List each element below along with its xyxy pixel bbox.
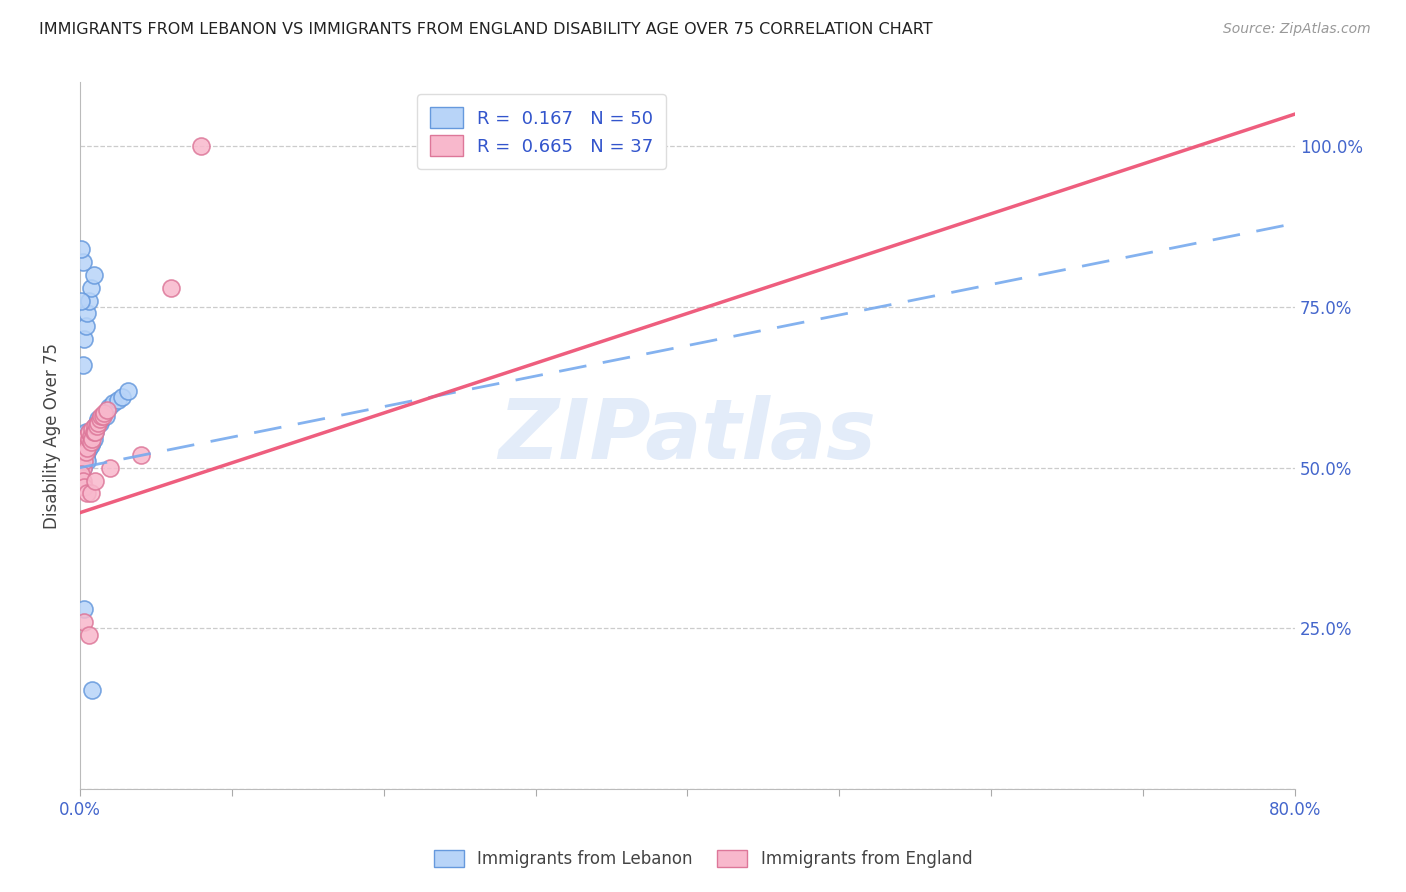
- Point: [70, 454, 93, 468]
- Point: [83, 422, 105, 436]
- Point: [72, 460, 94, 475]
- Y-axis label: Disability Age Over 75: Disability Age Over 75: [44, 343, 60, 529]
- Point: [90, 409, 112, 424]
- Point: [83, 432, 105, 446]
- Point: [70, 458, 93, 472]
- Point: [90, 412, 112, 426]
- Point: [84, 418, 107, 433]
- Point: [75, 319, 97, 334]
- Point: [80, 422, 103, 436]
- Point: [72, 474, 94, 488]
- Point: [75, 432, 97, 446]
- Point: [77, 425, 100, 440]
- Point: [94, 409, 117, 424]
- Point: [70, 242, 93, 256]
- Point: [98, 460, 121, 475]
- Point: [76, 435, 98, 450]
- Point: [73, 480, 96, 494]
- Point: [73, 602, 96, 616]
- Point: [84, 418, 107, 433]
- Point: [89, 412, 111, 426]
- Text: Source: ZipAtlas.com: Source: ZipAtlas.com: [1223, 22, 1371, 37]
- Point: [80, 682, 103, 697]
- Point: [79, 428, 101, 442]
- Point: [86, 416, 108, 430]
- Point: [76, 306, 98, 320]
- Legend: R =  0.167   N = 50, R =  0.665   N = 37: R = 0.167 N = 50, R = 0.665 N = 37: [418, 95, 666, 169]
- Point: [190, 139, 212, 153]
- Point: [76, 428, 98, 442]
- Point: [129, 448, 152, 462]
- Point: [86, 418, 108, 433]
- Point: [84, 425, 107, 440]
- Point: [79, 425, 101, 440]
- Point: [72, 448, 94, 462]
- Point: [89, 416, 111, 430]
- Text: ZIPatlas: ZIPatlas: [499, 395, 876, 476]
- Point: [73, 442, 96, 456]
- Point: [76, 454, 98, 468]
- Point: [83, 425, 105, 440]
- Point: [87, 416, 110, 430]
- Point: [87, 412, 110, 426]
- Point: [80, 428, 103, 442]
- Point: [79, 432, 101, 446]
- Point: [73, 432, 96, 446]
- Point: [72, 358, 94, 372]
- Point: [75, 444, 97, 458]
- Point: [77, 442, 100, 456]
- Point: [111, 390, 134, 404]
- Point: [91, 409, 114, 424]
- Point: [72, 255, 94, 269]
- Point: [72, 460, 94, 475]
- Point: [80, 435, 103, 450]
- Point: [80, 432, 103, 446]
- Point: [76, 442, 98, 456]
- Legend: Immigrants from Lebanon, Immigrants from England: Immigrants from Lebanon, Immigrants from…: [427, 843, 979, 875]
- Point: [76, 486, 98, 500]
- Point: [79, 438, 101, 452]
- Point: [77, 432, 100, 446]
- Point: [73, 435, 96, 450]
- Point: [73, 332, 96, 346]
- Point: [103, 396, 125, 410]
- Point: [76, 444, 98, 458]
- Point: [91, 409, 114, 424]
- Point: [75, 438, 97, 452]
- Point: [73, 444, 96, 458]
- Point: [72, 448, 94, 462]
- Point: [77, 425, 100, 440]
- Point: [117, 384, 139, 398]
- Point: [79, 486, 101, 500]
- Point: [84, 425, 107, 440]
- Point: [97, 400, 120, 414]
- Point: [73, 615, 96, 629]
- Point: [70, 458, 93, 472]
- Point: [77, 432, 100, 446]
- Point: [79, 280, 101, 294]
- Point: [70, 467, 93, 482]
- Text: IMMIGRANTS FROM LEBANON VS IMMIGRANTS FROM ENGLAND DISABILITY AGE OVER 75 CORREL: IMMIGRANTS FROM LEBANON VS IMMIGRANTS FR…: [39, 22, 934, 37]
- Point: [107, 393, 129, 408]
- Point: [76, 428, 98, 442]
- Point: [70, 293, 93, 308]
- Point: [79, 435, 101, 450]
- Point: [75, 425, 97, 440]
- Point: [77, 293, 100, 308]
- Point: [77, 628, 100, 642]
- Point: [72, 451, 94, 466]
- Point: [93, 406, 115, 420]
- Point: [160, 280, 183, 294]
- Point: [73, 454, 96, 468]
- Point: [96, 402, 118, 417]
- Point: [84, 474, 107, 488]
- Point: [83, 268, 105, 282]
- Point: [75, 451, 97, 466]
